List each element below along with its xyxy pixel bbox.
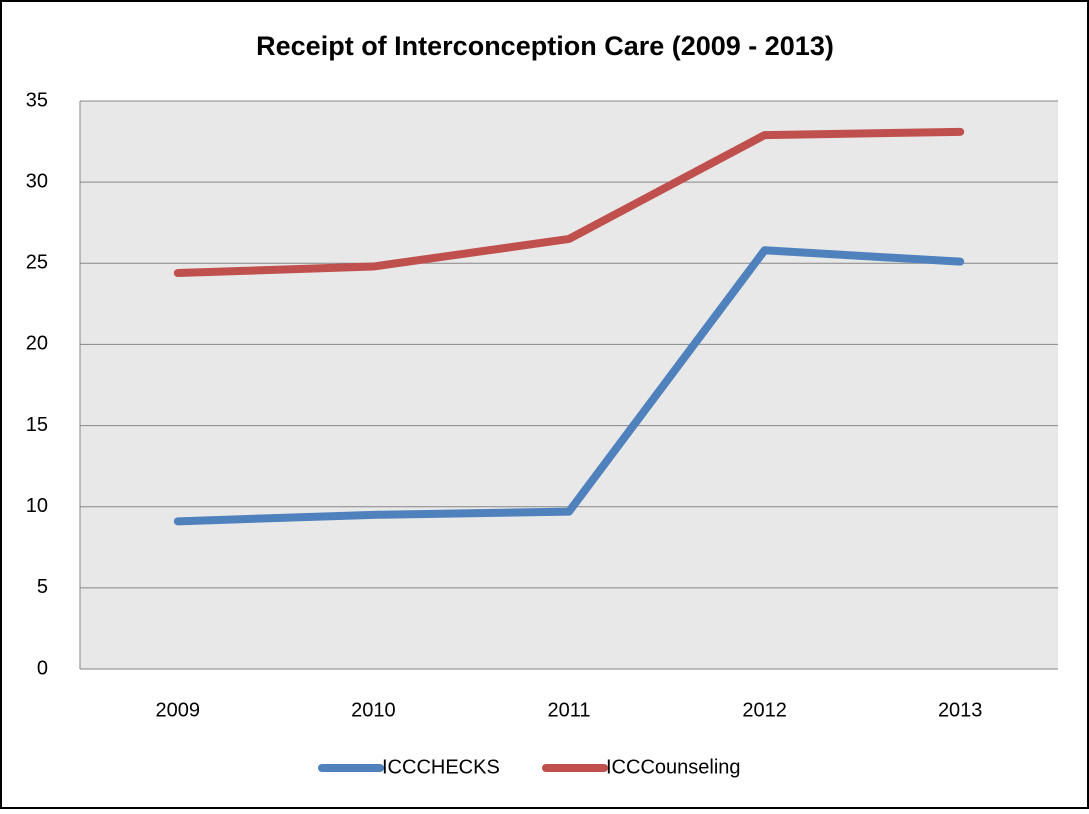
y-tick-label: 20 bbox=[26, 333, 48, 355]
y-tick-label: 10 bbox=[26, 495, 48, 517]
y-tick-label: 5 bbox=[37, 576, 48, 598]
y-tick-label: 30 bbox=[26, 170, 48, 192]
y-tick-label: 25 bbox=[26, 252, 48, 274]
data-line bbox=[173, 127, 965, 278]
y-tick-label: 0 bbox=[37, 657, 48, 679]
x-tick-label: 2011 bbox=[547, 699, 590, 721]
plot-area bbox=[80, 101, 1058, 669]
y-tick-label: 35 bbox=[26, 89, 48, 111]
x-tick-label: 2009 bbox=[156, 699, 201, 721]
x-tick-label: 2010 bbox=[351, 699, 396, 721]
legend-label: ICCCounseling bbox=[606, 756, 741, 778]
y-tick-label: 15 bbox=[26, 414, 48, 436]
x-tick-label: 2012 bbox=[742, 699, 787, 721]
data-line bbox=[173, 246, 965, 526]
x-tick-label: 2013 bbox=[938, 699, 983, 721]
chart-title: Receipt of Interconception Care (2009 - … bbox=[256, 31, 834, 61]
legend-label: ICCCHECKS bbox=[382, 756, 500, 778]
